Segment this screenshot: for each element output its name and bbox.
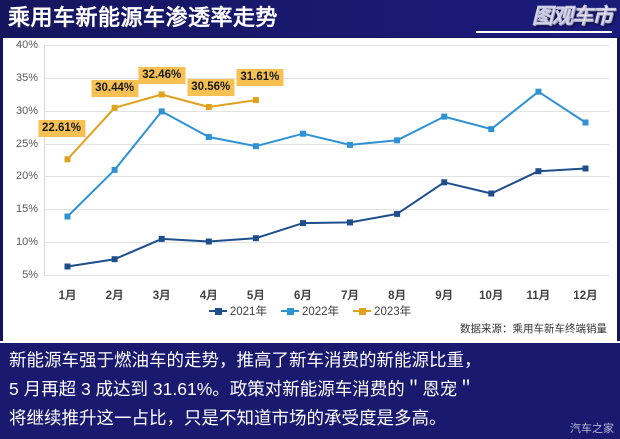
commentary-line-2: 5 月再超 3 成达到 31.61%。政策对新能源车消费的＂恩宠＂ <box>9 379 475 399</box>
page-title: 乘用车新能源车渗透率走势 <box>8 5 279 30</box>
y-axis-tick-label: 5% <box>22 269 38 281</box>
series-marker <box>535 88 542 95</box>
x-axis-tick-label: 8月 <box>388 290 407 302</box>
x-axis-tick-label: 1月 <box>58 290 77 302</box>
gridline <box>44 143 609 145</box>
legend-marker-icon <box>208 306 227 316</box>
x-axis-tick-label: 5月 <box>246 290 265 302</box>
series-line <box>66 93 257 160</box>
x-axis-tick-label: 3月 <box>152 290 171 302</box>
y-axis-line <box>44 45 45 275</box>
data-label: 30.56% <box>187 79 235 97</box>
legend-item[interactable]: 2023年 <box>353 303 411 319</box>
series-marker <box>64 213 71 220</box>
series-marker <box>300 130 306 137</box>
data-label: 31.61% <box>236 69 284 87</box>
legend-label: 2021年 <box>229 306 267 318</box>
x-axis-tick-label: 10月 <box>479 290 504 302</box>
y-axis-tick-label: 35% <box>15 71 38 84</box>
data-source-note: 数据来源：乘用车新车终端销量 <box>460 323 607 335</box>
watermark: 汽车之家 <box>570 423 614 435</box>
y-axis-tick-label: 20% <box>15 170 38 183</box>
series-line <box>67 167 586 268</box>
series-marker <box>111 104 118 111</box>
data-label: 32.46% <box>138 66 186 84</box>
legend-item[interactable]: 2022年 <box>280 303 340 319</box>
x-axis-tick-label: 11月 <box>526 290 551 302</box>
series-marker <box>64 156 71 163</box>
series-lines <box>64 88 589 270</box>
series-marker <box>347 141 353 148</box>
chart-panel: 40% 35% 30% 25% 20% 15% 10% 5% 1月 2月 3月 4月 5月 6月 7月 8月… <box>3 38 617 341</box>
legend-label: 2022年 <box>301 306 340 318</box>
footer-bar: 新能源车强于燃油车的走势，推高了新车消费的新能源比重， 5 月再超 3 成达到 … <box>0 341 620 439</box>
x-axis-tick-label: 6月 <box>294 290 312 302</box>
y-axis-tick-label: 30% <box>15 104 38 117</box>
series-marker <box>205 134 212 140</box>
commentary-text: 新能源车强于燃油车的走势，推高了新车消费的新能源比重， 5 月再超 3 成达到 … <box>9 346 609 433</box>
x-axis-tick-label: 2月 <box>105 290 124 302</box>
series-marker <box>205 104 212 110</box>
series-marker <box>252 235 259 242</box>
series-marker <box>252 143 259 150</box>
gridline <box>44 275 609 276</box>
data-label: 30.44% <box>91 79 139 97</box>
chart-legend: 2021年 2022年 2023年 <box>3 303 617 319</box>
brand-logo: 图观车市 <box>532 5 613 28</box>
logo-underline <box>476 31 612 33</box>
footer-divider <box>0 341 620 343</box>
series-marker <box>488 126 495 133</box>
series-marker <box>488 190 495 197</box>
y-axis-tick-label: 15% <box>15 203 38 216</box>
series-marker <box>158 235 165 242</box>
gridline <box>44 176 609 178</box>
series-marker <box>535 168 542 175</box>
y-axis-tick-label: 25% <box>15 137 38 150</box>
legend-label: 2023年 <box>374 306 412 318</box>
gridline <box>44 77 609 79</box>
series-marker <box>347 219 353 226</box>
x-axis-tick-label: 4月 <box>199 290 218 302</box>
series-marker <box>111 256 118 263</box>
legend-marker-icon <box>280 306 299 316</box>
series-marker <box>111 166 118 173</box>
gridline <box>44 110 609 112</box>
series-marker <box>205 238 212 245</box>
data-label: 22.61% <box>38 120 86 138</box>
series-marker <box>158 91 165 98</box>
series-marker <box>394 137 401 144</box>
commentary-line-3: 将继续推升这一占比，只是不知道市场的承受度是多高。 <box>9 408 447 428</box>
gridline <box>44 45 609 46</box>
series-marker <box>441 179 448 186</box>
series-marker <box>582 165 589 172</box>
series-marker <box>441 113 448 120</box>
series-marker <box>582 119 589 126</box>
x-axis-tick-label: 9月 <box>435 290 454 302</box>
gridline <box>44 209 609 211</box>
legend-marker-icon <box>353 306 372 316</box>
header-bar: 乘用车新能源车渗透率走势 图观车市 <box>0 0 620 37</box>
x-axis-tick-label: 7月 <box>341 290 359 302</box>
series-line <box>66 90 587 218</box>
series-marker <box>64 263 71 270</box>
y-axis-tick-label: 10% <box>15 236 38 249</box>
legend-item[interactable]: 2021年 <box>208 303 267 319</box>
gridline <box>44 242 609 244</box>
series-marker <box>394 210 401 217</box>
plot-area: 40% 35% 30% 25% 20% 15% 10% 5% 1月 2月 3月 4月 5月 6月 7月 8月… <box>16 39 609 302</box>
commentary-line-1: 新能源车强于燃油车的走势，推高了新车消费的新能源比重， <box>9 350 482 370</box>
x-axis-tick-label: 12月 <box>573 290 598 302</box>
series-marker <box>158 108 165 115</box>
series-marker <box>300 220 306 227</box>
y-axis-tick-label: 40% <box>15 39 38 51</box>
series-marker <box>252 97 259 104</box>
